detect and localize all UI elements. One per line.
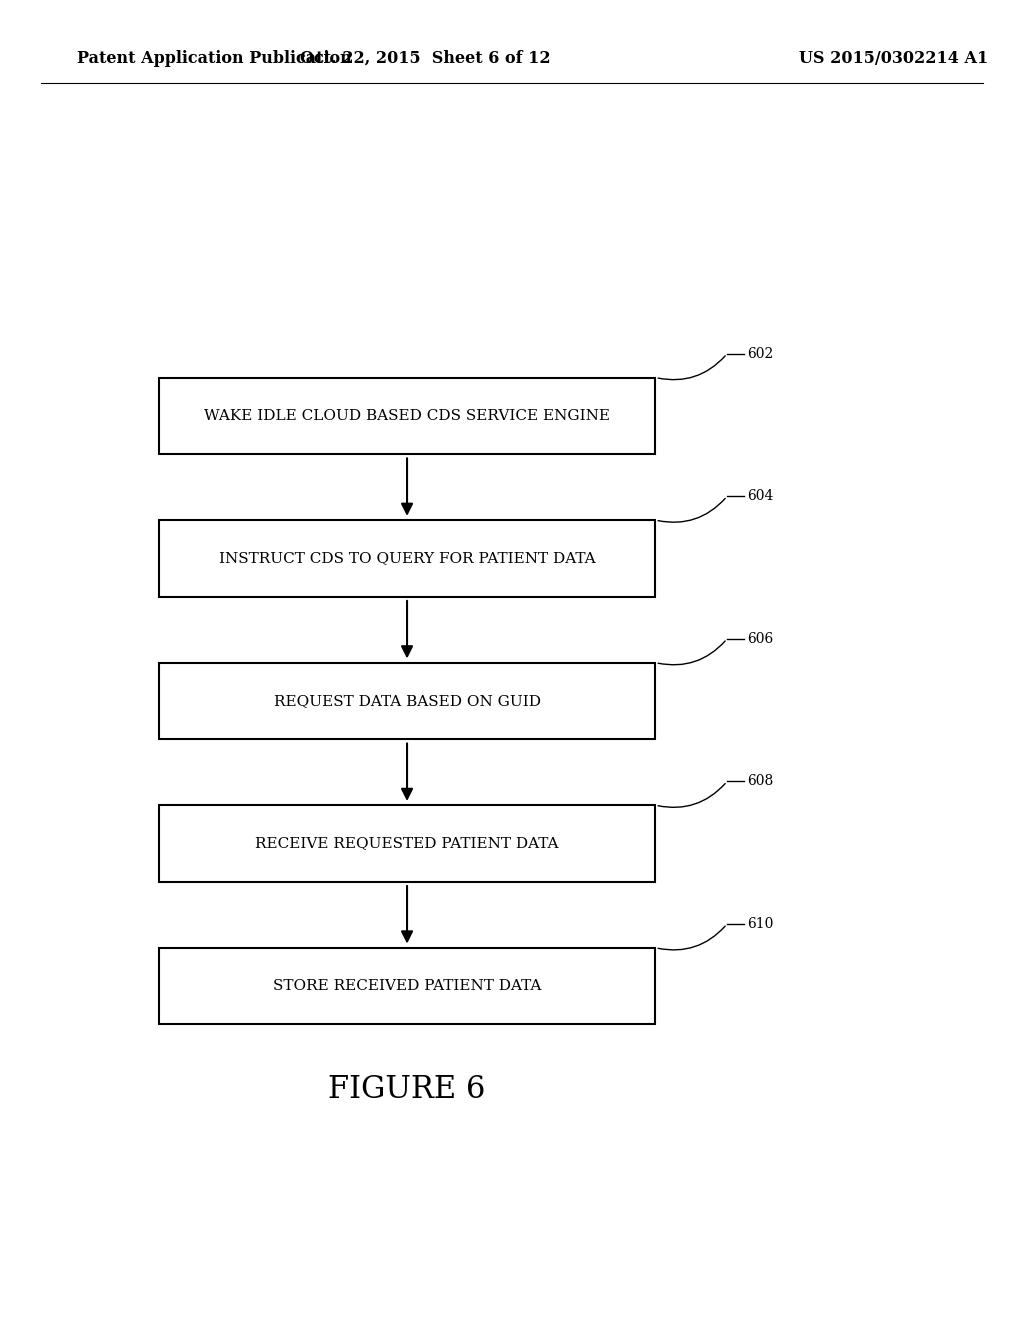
Bar [159, 378, 655, 454]
Text: INSTRUCT CDS TO QUERY FOR PATIENT DATA: INSTRUCT CDS TO QUERY FOR PATIENT DATA [219, 552, 595, 565]
Text: Oct. 22, 2015  Sheet 6 of 12: Oct. 22, 2015 Sheet 6 of 12 [300, 50, 550, 66]
Text: Patent Application Publication: Patent Application Publication [77, 50, 351, 66]
Text: 606: 606 [748, 632, 774, 645]
Bar [159, 520, 655, 597]
Text: RECEIVE REQUESTED PATIENT DATA: RECEIVE REQUESTED PATIENT DATA [255, 837, 559, 850]
Text: STORE RECEIVED PATIENT DATA: STORE RECEIVED PATIENT DATA [272, 979, 542, 993]
Text: WAKE IDLE CLOUD BASED CDS SERVICE ENGINE: WAKE IDLE CLOUD BASED CDS SERVICE ENGINE [204, 409, 610, 422]
Bar [159, 663, 655, 739]
Text: 604: 604 [748, 490, 774, 503]
Text: US 2015/0302214 A1: US 2015/0302214 A1 [799, 50, 988, 66]
Bar [159, 948, 655, 1024]
Text: REQUEST DATA BASED ON GUID: REQUEST DATA BASED ON GUID [273, 694, 541, 708]
Text: 602: 602 [748, 347, 774, 360]
Bar [159, 805, 655, 882]
Text: FIGURE 6: FIGURE 6 [329, 1073, 485, 1105]
Text: 610: 610 [748, 917, 774, 931]
Text: 608: 608 [748, 775, 774, 788]
